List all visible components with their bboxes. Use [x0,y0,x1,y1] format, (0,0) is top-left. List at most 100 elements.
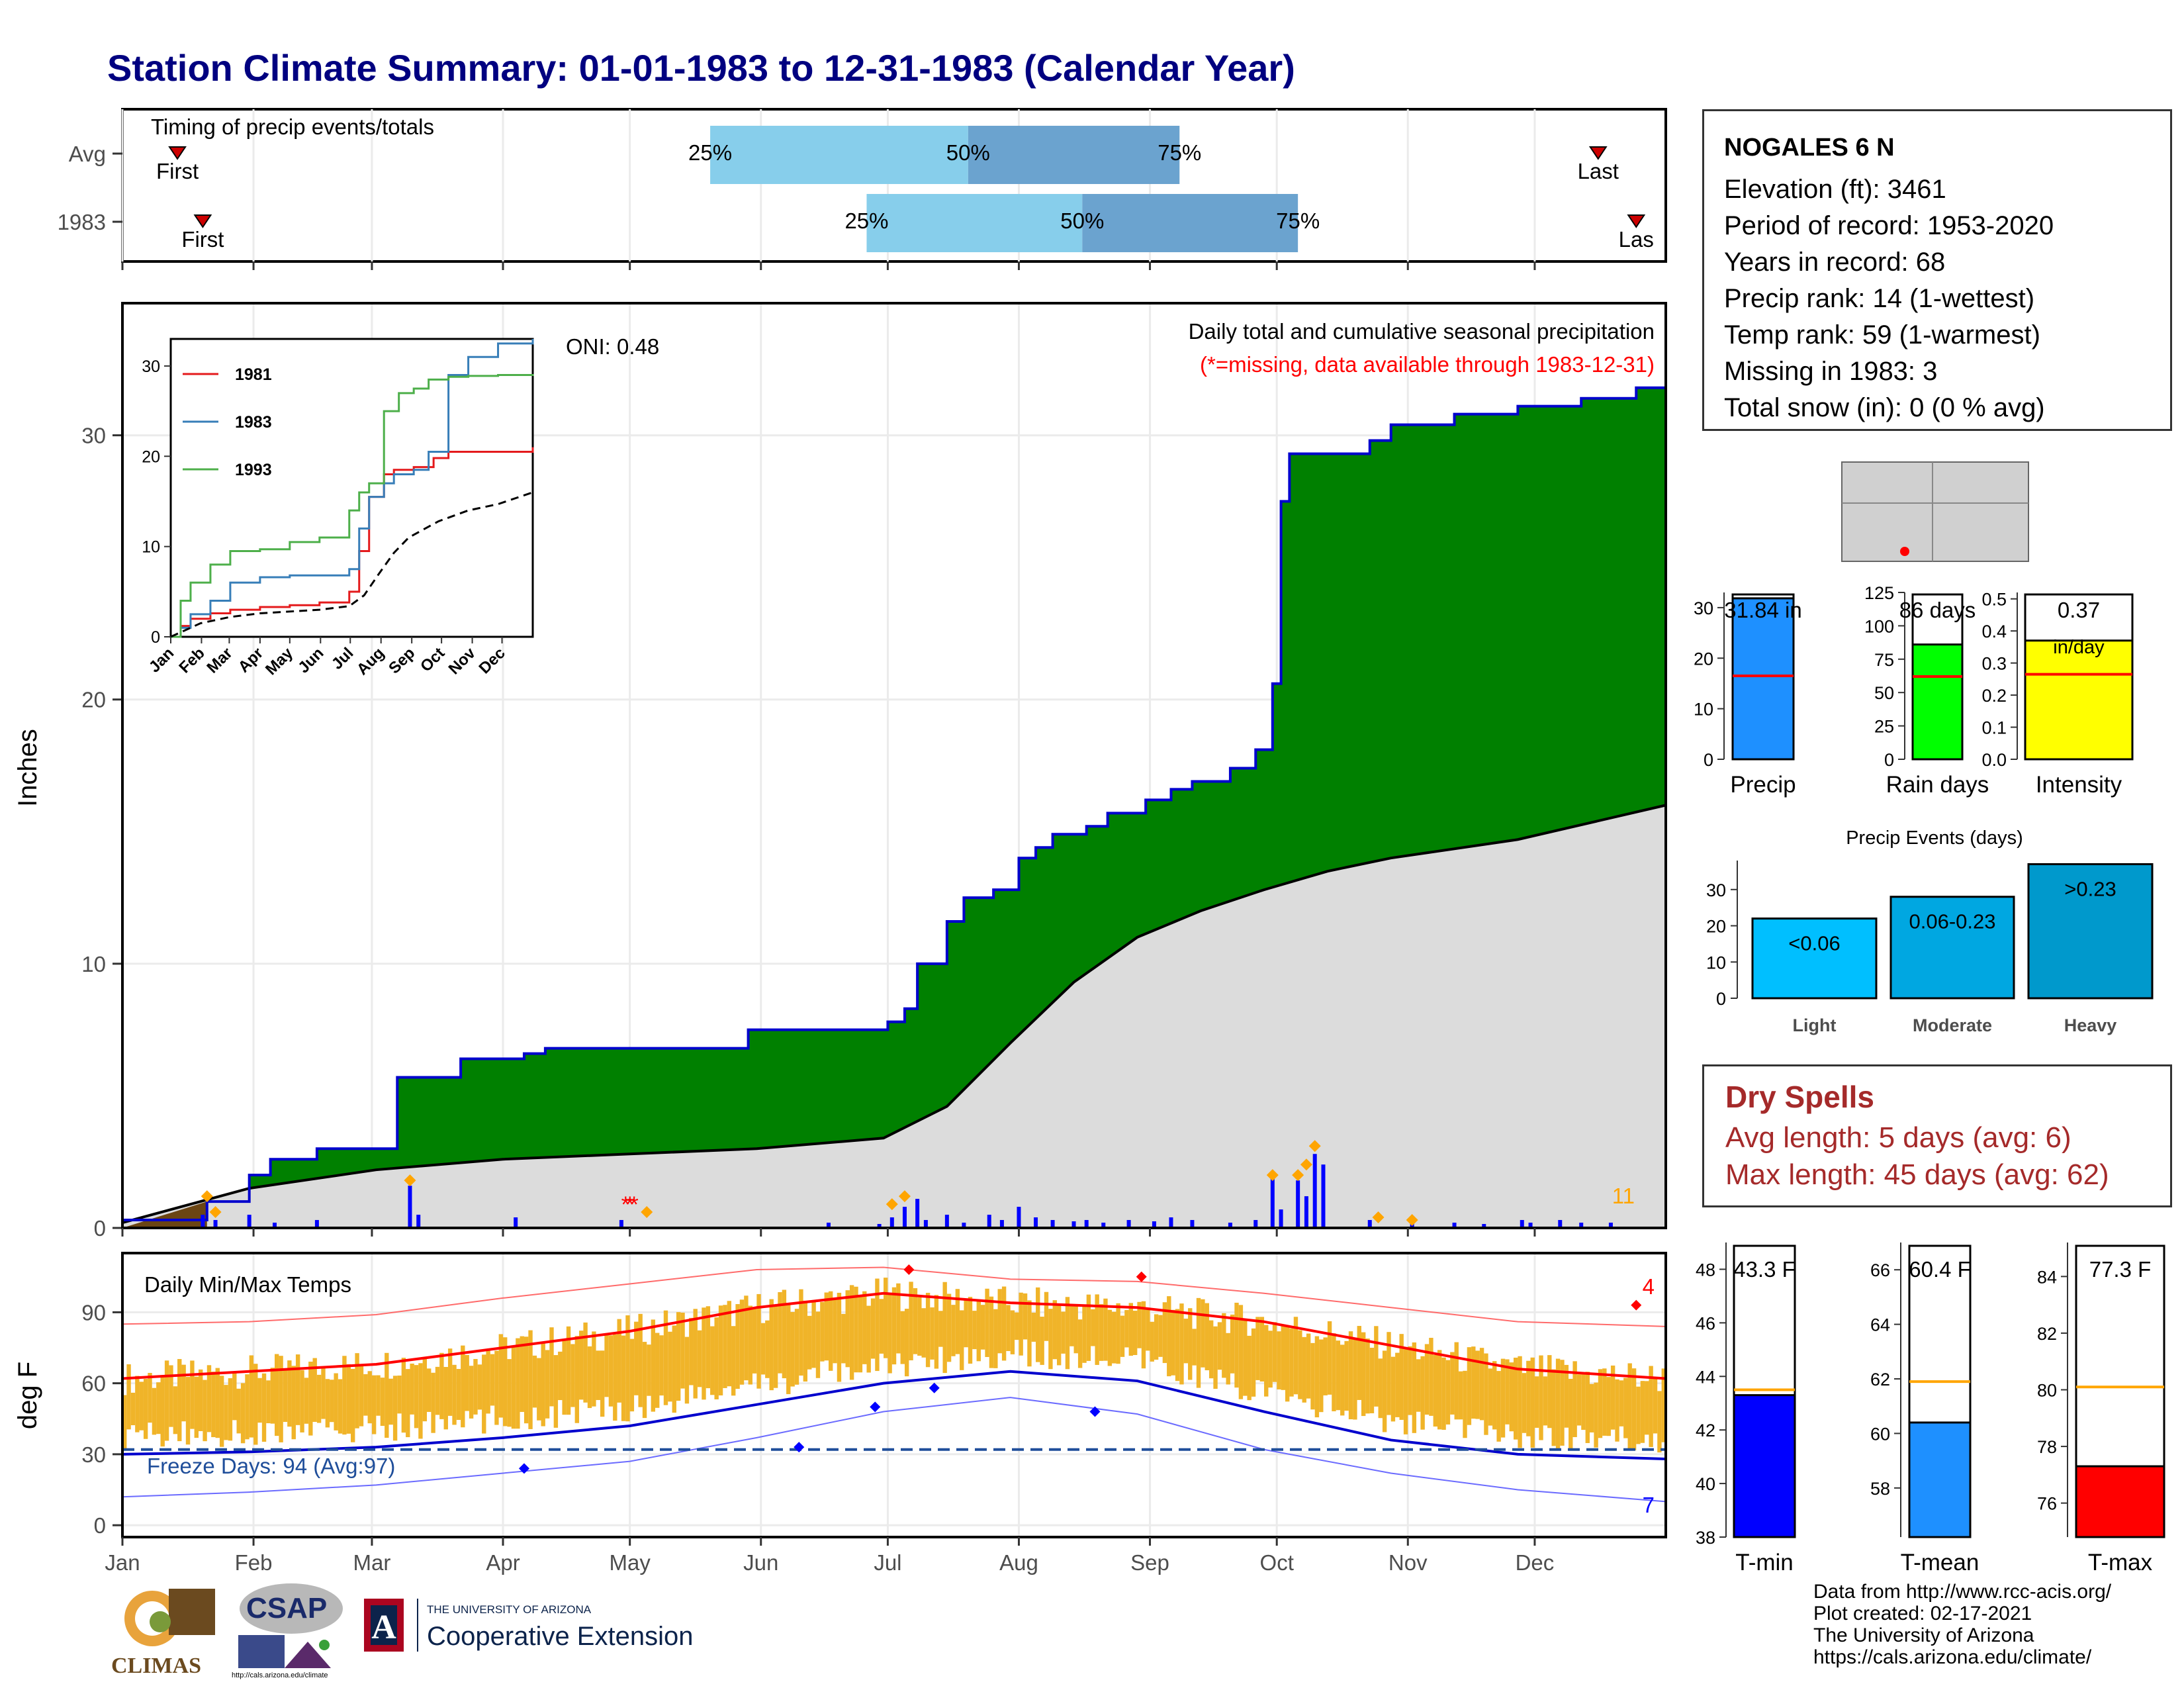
daily-temp-bar [1289,1328,1294,1397]
daily-temp-bar [634,1321,639,1395]
daily-temp-bar [139,1382,144,1430]
timing-bar-25-50 [710,126,968,184]
temp-value-label: 77.3 F [2089,1257,2152,1282]
daily-temp-bar [249,1355,254,1438]
daily-temp-bar [1217,1322,1222,1370]
daily-precip-bar [416,1215,421,1228]
daily-temp-bar [169,1365,173,1427]
daily-temp-bar [275,1354,279,1436]
percent-label: 75% [1276,209,1320,233]
daily-precip-bar [1367,1220,1372,1228]
daily-temp-bar [270,1368,275,1424]
daily-temp-bar [1564,1364,1569,1428]
daily-temp-bar [803,1300,808,1382]
daily-temp-bar [744,1295,749,1381]
daily-temp-bar [1015,1312,1019,1340]
y-tick-label: 10 [1706,953,1726,972]
record-marker [794,1442,805,1453]
daily-temp-bar [841,1313,846,1364]
svg-text:A: A [371,1609,396,1646]
daily-temp-bar [917,1297,922,1356]
daily-temp-bar [456,1368,461,1420]
daily-temp-bar [1589,1383,1594,1432]
bar-category-label: Rain days [1886,772,1989,798]
precip-events-title: Precip Events (days) [1846,827,2023,849]
daily-temp-bar [236,1388,241,1434]
daily-temp-bar [579,1331,584,1400]
daily-temp-bar [693,1309,698,1399]
daily-temp-bar [346,1364,351,1434]
y-tick-label: 90 [81,1300,106,1325]
daily-temp-bar [1390,1356,1396,1422]
daily-temp-bar [452,1364,457,1425]
daily-temp-bar [401,1358,406,1433]
station-name: NOGALES 6 N [1724,134,1895,162]
daily-temp-bar [1302,1336,1306,1403]
daily-temp-bar [1353,1337,1357,1420]
daily-temp-bar [363,1374,368,1416]
y-tick-label: 20 [1706,917,1726,937]
daily-temp-bar [228,1378,233,1441]
value-bar [1911,643,1964,761]
daily-temp-bar [1095,1294,1099,1365]
legend-label: 1993 [235,461,272,479]
y-tick-label: 48 [1696,1260,1715,1280]
freeze-days-label: Freeze Days: 94 (Avg:97) [147,1454,395,1478]
daily-temp-bar [849,1285,854,1380]
daily-temp-bar [1555,1358,1561,1450]
month-label: Sep [1130,1550,1169,1575]
extreme-precip-marker [1266,1169,1279,1182]
timing-bar-50-75 [1082,194,1298,252]
first-marker [193,214,212,228]
daily-precip-bar [999,1220,1004,1228]
y-tick-label: 0.5 [1981,590,2007,610]
daily-temp-bar [1403,1349,1408,1434]
daily-temp-bar [1640,1381,1645,1443]
y-tick-label: 46 [1696,1313,1715,1333]
station-line: Precip rank: 14 (1-wettest) [1724,284,2035,313]
daily-temp-bar [570,1344,575,1407]
daily-temp-bar [617,1319,621,1403]
daily-temp-bar [1213,1326,1218,1389]
daily-temp-bar [203,1380,207,1442]
daily-temp-bar [1569,1378,1573,1451]
daily-temp-bar [1208,1320,1214,1379]
month-label: Aug [999,1550,1038,1575]
daily-temp-bar [1306,1333,1311,1399]
daily-temp-bar [537,1358,541,1421]
average-area [122,805,1666,1228]
daily-temp-bar [520,1336,524,1412]
last-marker [1588,146,1608,160]
first-marker [168,146,187,160]
daily-temp-bar [553,1355,559,1428]
month-label: Apr [486,1550,520,1575]
daily-precip-bar [1190,1220,1195,1228]
daily-temp-bar [705,1306,711,1389]
y-tick-label: 75 [1874,650,1894,670]
daily-temp-bar [760,1323,766,1375]
daily-temp-bar [909,1282,913,1361]
precip-subtitle: (*=missing, data available through 1983-… [1200,352,1655,377]
daily-precip-bar [408,1186,412,1228]
daily-precip-bar [944,1215,949,1228]
y-tick-label: 62 [1870,1370,1890,1389]
daily-temp-bar [516,1338,520,1429]
daily-temp-bar [1602,1368,1607,1436]
average-line [122,804,1666,1224]
daily-temp-bar [562,1340,567,1415]
daily-temp-bar [1132,1311,1138,1355]
y-tick-label: 30 [81,1442,106,1467]
daily-temp-bar [1522,1373,1527,1433]
daily-temp-bar [351,1368,355,1442]
daily-temp-bar [782,1289,787,1379]
daily-temp-bar [1332,1333,1336,1411]
daily-temp-bar [1192,1329,1197,1366]
y-tick-label: 84 [2037,1267,2057,1287]
inset-y-tick: 0 [151,628,160,647]
daily-temp-bar [257,1378,262,1423]
daily-temp-bar [773,1305,778,1388]
daily-temp-bar [1649,1366,1653,1447]
daily-temp-bar [1010,1310,1015,1354]
month-label: Jul [874,1550,901,1575]
daily-temp-bar [1065,1297,1070,1370]
